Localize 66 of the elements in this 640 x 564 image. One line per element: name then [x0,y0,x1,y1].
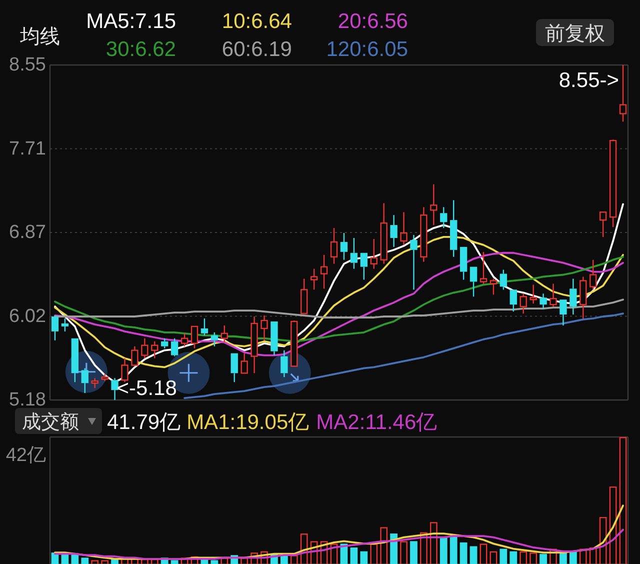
text: 120:6.05 [326,38,408,61]
text: 42亿 [6,445,46,466]
bar [180,558,188,564]
bar [240,558,248,564]
bar [460,542,468,564]
bar [530,552,538,564]
bar [250,552,258,564]
bar [420,532,428,564]
bar [520,551,528,564]
text: 60:6.19 [222,38,292,61]
bar [450,536,458,564]
bar [360,551,368,564]
bar [220,558,228,564]
bar [500,548,508,564]
line-series [54,256,624,342]
bar [410,541,418,564]
line-series [184,312,624,399]
bar [589,547,597,564]
chart-title: 成交额 [22,411,79,433]
bar [330,544,338,564]
bar [570,551,577,564]
y-tick-label: 6.87 [9,222,46,243]
bar [150,558,158,564]
bar [470,546,478,564]
bar [300,534,308,564]
bar [260,551,268,564]
bar [609,486,617,564]
y-tick-label: 5.18 [9,390,46,410]
bar [510,551,518,564]
text: 10:6.64 [222,10,292,33]
bar [210,560,218,564]
y-tick-label: 7.71 [9,138,46,160]
chart-subtitle: 41.79亿 [107,411,181,434]
text: MA1:19.05亿 [186,411,310,434]
bar [290,555,298,564]
text: 30:6.62 [106,38,176,61]
bar [490,551,498,564]
bar [599,517,607,564]
bar [320,541,328,564]
bar [440,537,448,564]
bar [579,548,587,564]
bar [400,541,408,564]
text: MA2:11.46亿 [316,411,438,434]
annotation: 8.55-> [558,69,620,92]
y-tick-label: 6.02 [9,306,46,327]
text: 前复权 [545,23,605,45]
annotation: <-5.18 [116,377,177,400]
line-series [54,236,624,368]
bar [101,560,108,564]
y-tick-label: 8.55 [9,54,46,76]
bar [71,554,79,564]
bar [390,534,398,564]
bar [540,554,547,564]
bar [550,548,557,564]
bar [370,544,378,564]
bar [380,527,388,564]
bar [430,522,438,564]
bar [350,547,358,564]
text: MA5:7.15 [86,10,176,33]
bar [310,541,318,564]
bar [81,558,89,564]
bar [91,560,99,564]
text: 20:6.56 [338,10,408,33]
bar [480,544,488,564]
bar [170,560,178,564]
chart-title: 均线 [19,26,60,48]
